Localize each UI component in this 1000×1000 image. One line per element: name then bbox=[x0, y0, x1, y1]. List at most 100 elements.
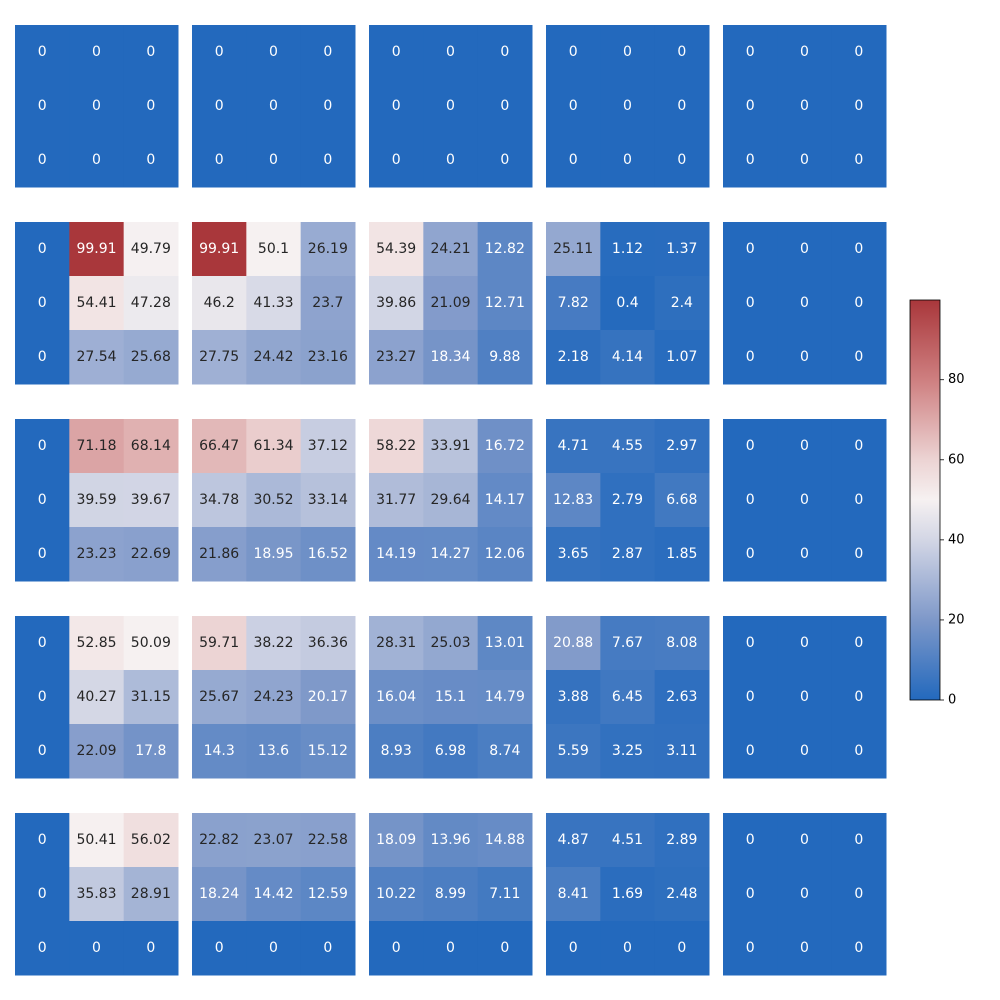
heatmap-cell bbox=[831, 921, 887, 976]
heatmap-cell bbox=[192, 276, 247, 331]
heatmap-cell bbox=[369, 670, 424, 725]
heatmap-cell bbox=[777, 724, 833, 779]
heatmap-cell bbox=[15, 616, 70, 671]
heatmap-cell bbox=[69, 813, 125, 868]
heatmap-cell bbox=[15, 724, 70, 779]
heatmap-cell bbox=[69, 25, 125, 80]
cell-value-label: 12.83 bbox=[553, 492, 593, 508]
heatmap-cell bbox=[69, 724, 125, 779]
heatmap-cell bbox=[831, 79, 887, 134]
heatmap-cell bbox=[477, 527, 533, 582]
heatmap-cell bbox=[600, 473, 656, 528]
heatmap-cell bbox=[423, 724, 479, 779]
cell-value-label: 4.55 bbox=[612, 438, 643, 454]
heatmap-cell bbox=[600, 25, 656, 80]
cell-value-label: 2.97 bbox=[666, 438, 697, 454]
heatmap-cell bbox=[546, 473, 601, 528]
cell-value-label: 18.34 bbox=[430, 349, 470, 365]
heatmap-cell bbox=[546, 867, 601, 922]
heatmap-cell bbox=[723, 330, 778, 385]
heatmap-cell bbox=[423, 419, 479, 474]
heatmap-cell bbox=[831, 616, 887, 671]
heatmap-cell bbox=[477, 25, 533, 80]
heatmap-cell bbox=[69, 867, 125, 922]
cell-value-label: 16.72 bbox=[485, 438, 525, 454]
cell-value-label: 0 bbox=[854, 241, 863, 257]
heatmap-cell bbox=[246, 133, 302, 188]
heatmap-cell bbox=[723, 133, 778, 188]
heatmap-cell bbox=[654, 419, 710, 474]
heatmap-cell bbox=[15, 25, 70, 80]
cell-value-label: 39.67 bbox=[131, 492, 171, 508]
cell-value-label: 31.15 bbox=[131, 689, 171, 705]
cell-value-label: 68.14 bbox=[131, 438, 171, 454]
cell-value-label: 0 bbox=[746, 438, 755, 454]
heatmap-cell bbox=[192, 921, 247, 976]
cell-value-label: 8.41 bbox=[558, 886, 589, 902]
heatmap-cell bbox=[654, 867, 710, 922]
heatmap-cell bbox=[831, 527, 887, 582]
heatmap-cell bbox=[600, 79, 656, 134]
cell-value-label: 40.27 bbox=[76, 689, 116, 705]
heatmap-cell bbox=[654, 79, 710, 134]
heatmap-cell bbox=[600, 419, 656, 474]
cell-value-label: 23.23 bbox=[76, 546, 116, 562]
cell-value-label: 0 bbox=[854, 152, 863, 168]
cell-value-label: 31.77 bbox=[376, 492, 416, 508]
heatmap-panel-r4-c0: 0 50.41 56.02 0 35.83 28.91 0 0 0 bbox=[15, 813, 179, 976]
cell-value-label: 8.99 bbox=[435, 886, 466, 902]
cell-value-label: 28.31 bbox=[376, 635, 416, 651]
cell-value-label: 0 bbox=[215, 152, 224, 168]
cell-value-label: 2.87 bbox=[612, 546, 643, 562]
heatmap-cell bbox=[15, 527, 70, 582]
heatmap-cell bbox=[123, 921, 179, 976]
cell-value-label: 0 bbox=[146, 98, 155, 114]
heatmap-cell bbox=[15, 813, 70, 868]
cell-value-label: 0 bbox=[215, 98, 224, 114]
cell-value-label: 3.11 bbox=[666, 743, 697, 759]
heatmap-cell bbox=[654, 133, 710, 188]
cell-value-label: 17.8 bbox=[135, 743, 166, 759]
cell-value-label: 0 bbox=[677, 152, 686, 168]
heatmap-cell bbox=[477, 670, 533, 725]
cell-value-label: 0 bbox=[623, 44, 632, 60]
heatmap-cell bbox=[15, 222, 70, 277]
cell-value-label: 0 bbox=[38, 98, 47, 114]
heatmap-cell bbox=[723, 79, 778, 134]
cell-value-label: 0 bbox=[269, 98, 278, 114]
heatmap-cell bbox=[477, 724, 533, 779]
cell-value-label: 2.48 bbox=[666, 886, 697, 902]
heatmap-cell bbox=[300, 867, 356, 922]
heatmap-cell bbox=[831, 25, 887, 80]
cell-value-label: 0 bbox=[854, 940, 863, 956]
heatmap-cell bbox=[777, 222, 833, 277]
cell-value-label: 0.4 bbox=[616, 295, 638, 311]
cell-value-label: 13.6 bbox=[258, 743, 289, 759]
cell-value-label: 0 bbox=[92, 44, 101, 60]
cell-value-label: 2.18 bbox=[558, 349, 589, 365]
heatmap-cell bbox=[423, 25, 479, 80]
cell-value-label: 0 bbox=[92, 152, 101, 168]
heatmap-cell bbox=[477, 79, 533, 134]
heatmap-cell bbox=[123, 813, 179, 868]
heatmap-cell bbox=[723, 867, 778, 922]
cell-value-label: 8.74 bbox=[489, 743, 520, 759]
heatmap-cell bbox=[123, 222, 179, 277]
heatmap-cell bbox=[777, 25, 833, 80]
heatmap-cell bbox=[777, 133, 833, 188]
cell-value-label: 12.59 bbox=[308, 886, 348, 902]
heatmap-cell bbox=[246, 79, 302, 134]
heatmap-cell bbox=[369, 133, 424, 188]
heatmap-cell bbox=[546, 25, 601, 80]
heatmap-cell bbox=[546, 330, 601, 385]
heatmap-panel-r3-c2: 28.31 25.03 13.01 16.04 15.1 14.79 8.93 6.98 8.7… bbox=[369, 616, 533, 779]
heatmap-cell bbox=[423, 276, 479, 331]
heatmap-panel-r3-c0: 0 52.85 50.09 0 40.27 31.15 0 22.09 17.8 bbox=[15, 616, 179, 779]
heatmap-cell bbox=[423, 670, 479, 725]
heatmap-cell bbox=[369, 25, 424, 80]
cell-value-label: 0 bbox=[392, 152, 401, 168]
heatmap-cell bbox=[723, 473, 778, 528]
colorbar-tick-label: 60 bbox=[948, 452, 965, 467]
heatmap-cell bbox=[123, 133, 179, 188]
heatmap-cell bbox=[831, 133, 887, 188]
